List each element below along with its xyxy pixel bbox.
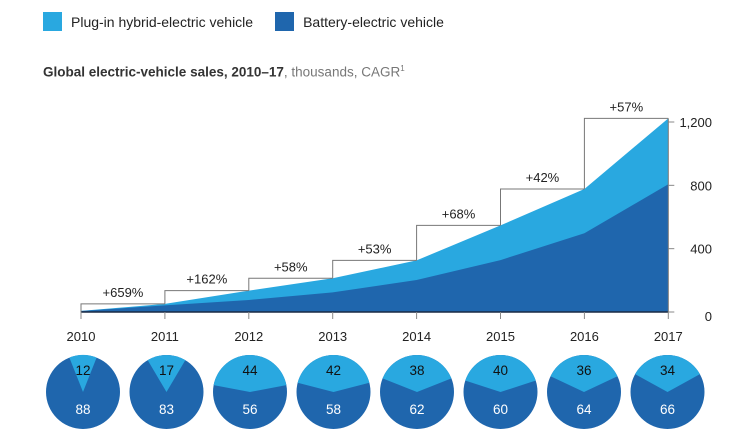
x-tick-label: 2013	[318, 329, 347, 344]
pie-bev-label: 64	[576, 402, 592, 417]
x-tick-label: 2015	[486, 329, 515, 344]
growth-label: +162%	[186, 272, 227, 287]
x-tick-label: 2014	[402, 329, 431, 344]
pie-bev-label: 62	[409, 402, 424, 417]
growth-label: +58%	[274, 259, 308, 274]
title-rest: , thousands, CAGR	[283, 64, 401, 80]
legend-item-bev: Battery-electric vehicle	[275, 12, 444, 31]
pie-phev-slice	[382, 354, 452, 392]
pie-phev-label: 38	[409, 363, 424, 378]
y-tick-label: 400	[690, 242, 712, 257]
legend-item-phev: Plug-in hybrid-electric vehicle	[43, 12, 253, 31]
growth-label: +53%	[358, 241, 392, 256]
pie-bev-label: 60	[493, 402, 508, 417]
growth-label: +42%	[526, 170, 560, 185]
legend-swatch-bev	[275, 12, 295, 31]
growth-label: +57%	[610, 99, 644, 114]
growth-bracket	[248, 277, 333, 291]
growth-bracket	[583, 117, 669, 189]
pie-phev-label: 44	[242, 363, 258, 378]
pie-phev-slice	[550, 355, 618, 392]
title-bold: Global electric-vehicle sales, 2010–17	[43, 64, 284, 80]
y-tick-label: 1,200	[679, 115, 712, 130]
growth-bracket	[416, 224, 501, 261]
x-tick-label: 2016	[570, 329, 599, 344]
pie-bev-label: 88	[75, 402, 90, 417]
pie-phev-slice	[213, 354, 287, 392]
area-bev	[81, 184, 669, 312]
legend-label-bev: Battery-electric vehicle	[303, 13, 444, 30]
x-tick-label: 2011	[151, 329, 179, 344]
x-tick-label: 2017	[654, 329, 683, 344]
y-tick-label: 800	[690, 178, 712, 193]
growth-bracket	[164, 290, 249, 304]
title-footnote: 1	[400, 64, 405, 73]
pie-phev-slice	[69, 355, 97, 392]
legend-label-phev: Plug-in hybrid-electric vehicle	[71, 13, 254, 30]
growth-bracket	[332, 259, 417, 279]
pie-phev-label: 12	[75, 363, 90, 378]
growth-label: +659%	[103, 285, 144, 300]
growth-label: +68%	[442, 206, 476, 221]
pie-phev-label: 17	[159, 363, 174, 378]
pie-phev-label: 34	[660, 363, 676, 378]
pie-phev-label: 36	[576, 363, 591, 378]
growth-bracket	[500, 188, 585, 226]
pie-phev-slice	[465, 355, 536, 392]
pie-bev-label: 58	[326, 402, 341, 417]
pie-phev-label: 40	[493, 363, 508, 378]
pie-phev-slice	[147, 355, 186, 392]
pie-phev-label: 42	[326, 363, 341, 378]
x-tick-label: 2012	[234, 329, 263, 344]
pie-phev-slice	[635, 355, 700, 392]
pie-phev-slice	[297, 354, 370, 392]
x-tick-label: 2010	[67, 329, 96, 344]
legend: Plug-in hybrid-electric vehicle Battery-…	[43, 12, 444, 31]
pie-bev-label: 56	[242, 402, 257, 417]
pie-bev-label: 66	[660, 402, 675, 417]
pie-bev-label: 83	[159, 402, 174, 417]
chart-title: Global electric-vehicle sales, 2010–17, …	[43, 64, 405, 80]
legend-swatch-phev	[43, 12, 62, 31]
y-tick-label: 0	[705, 309, 712, 324]
growth-bracket	[80, 303, 165, 312]
